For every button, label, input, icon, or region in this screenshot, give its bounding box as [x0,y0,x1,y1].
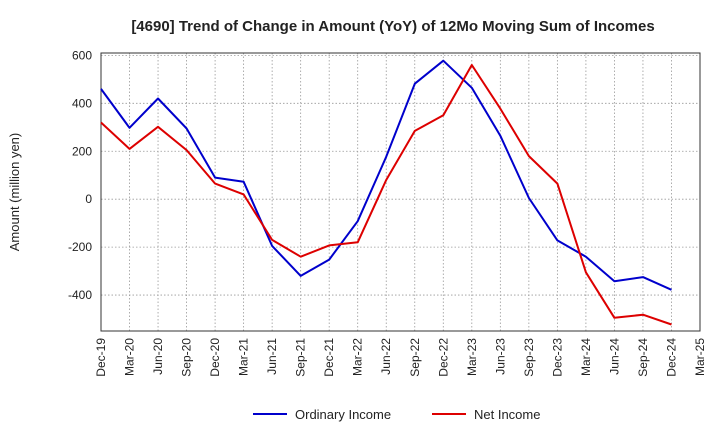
x-tick-label: Jun-22 [379,338,393,375]
y-tick-label: 0 [85,192,92,206]
x-tick-label: Jun-24 [607,338,621,375]
legend: Ordinary Income Net Income [253,407,540,422]
x-tick-label: Jun-23 [493,338,507,375]
series-lines [100,59,672,326]
y-tick-labels: 600 400 200 0 -200 -400 [68,48,92,302]
series-line-net-income [100,64,672,326]
chart-title: [4690] Trend of Change in Amount (YoY) o… [131,18,654,35]
x-tick-label: Sep-21 [294,338,308,377]
x-tick-labels: Dec-19 Mar-20 Jun-20 Sep-20 Dec-20 Mar-21 Jun-… [94,338,707,377]
legend-label-net-income: Net Income [474,407,540,422]
x-tick-label: Mar-24 [579,338,593,376]
x-tick-label: Mar-20 [123,338,137,376]
x-tick-label: Dec-23 [550,338,564,377]
x-tick-label: Mar-23 [465,338,479,376]
y-tick-label: 400 [72,96,92,110]
x-tick-label: Sep-24 [636,338,650,377]
y-tick-label: -200 [68,240,92,254]
x-tick-label: Dec-20 [208,338,222,377]
plot-frame [100,52,701,332]
x-tick-label: Dec-22 [436,338,450,377]
x-tick-label: Sep-20 [180,338,194,377]
y-tick-label: 200 [72,144,92,158]
x-tick-label: Dec-21 [322,338,336,377]
x-tick-label: Sep-23 [522,338,536,377]
x-tick-label: Jun-21 [265,338,279,375]
y-axis-label: Amount (million yen) [7,133,22,252]
x-tick-label: Mar-22 [351,338,365,376]
y-tick-label: -400 [68,288,92,302]
legend-label-ordinary-income: Ordinary Income [295,407,391,422]
x-tick-label: Sep-22 [408,338,422,377]
x-tick-label: Mar-21 [237,338,251,376]
x-tick-label: Dec-24 [664,338,678,377]
series-line-ordinary-income [100,59,672,291]
y-tick-label: 600 [72,48,92,62]
gridlines [100,53,701,331]
x-tick-label: Jun-20 [151,338,165,375]
x-tick-label: Dec-19 [94,338,108,377]
x-tick-label: Mar-25 [693,338,707,376]
